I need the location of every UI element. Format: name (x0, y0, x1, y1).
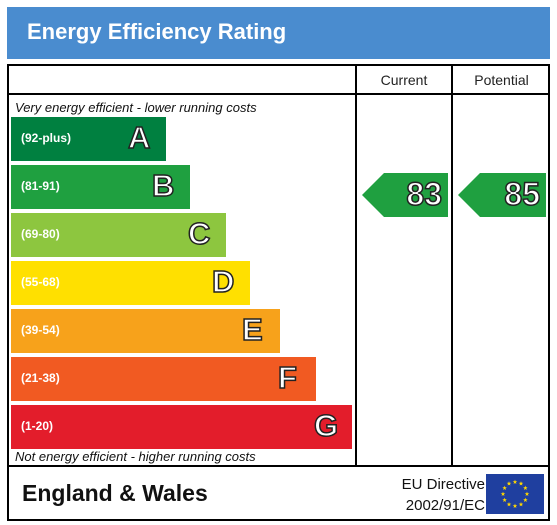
pointer-arrow (362, 173, 448, 217)
band-b: (81-91) B (11, 165, 190, 209)
band-range-label: (69-80) (21, 227, 60, 241)
eu-star-icon (523, 485, 528, 490)
footer-country: England & Wales (22, 480, 208, 506)
band-d: (55-68) D (11, 261, 250, 305)
eu-star-icon (518, 481, 524, 486)
band-c: (69-80) C (11, 213, 226, 257)
header-divider (7, 93, 550, 95)
pointer-value: 85 (504, 175, 541, 213)
pointer-shape (458, 173, 546, 217)
band-range-label: (21-38) (21, 371, 60, 385)
band-g: (1-20) G (11, 405, 352, 449)
band-letter: E (241, 311, 263, 348)
eu-directive-line2: 2002/91/EC (405, 497, 485, 514)
pointer-value: 83 (406, 175, 443, 213)
band-letter: C (187, 215, 211, 252)
band-range-label: (39-54) (21, 323, 60, 337)
band-letter: G (313, 407, 339, 444)
eu-star-icon (523, 497, 528, 502)
divider-current-left (355, 64, 357, 465)
divider-potential-left (451, 64, 453, 465)
eu-star-icon (518, 501, 524, 507)
pointer-shape (362, 173, 448, 217)
eu-star-icon (524, 491, 530, 496)
eu-star-icon (502, 485, 507, 490)
title-bar: Energy Efficiency Rating (7, 7, 550, 59)
scale-note-top: Very energy efficient - lower running co… (15, 100, 257, 115)
chart-title: Energy Efficiency Rating (27, 19, 287, 44)
pointer-potential: 85 (458, 173, 546, 217)
chart-frame (7, 64, 550, 521)
pointer-arrow (458, 173, 546, 217)
band-range-label: (92-plus) (21, 131, 72, 145)
band-a: (92-plus) A (11, 117, 166, 161)
band-range-label: (55-68) (21, 275, 60, 289)
eu-directive-line1: EU Directive (401, 476, 485, 493)
band-letter: D (211, 263, 235, 300)
column-header-potential: Potential (474, 72, 529, 88)
band-letter: B (151, 167, 175, 204)
pointer-current: 83 (362, 173, 448, 217)
eu-star-icon (500, 491, 506, 496)
band-f: (21-38) F (11, 357, 316, 401)
column-header-current: Current (380, 72, 428, 88)
eu-star-icon (506, 501, 512, 507)
band-letter: F (277, 359, 297, 396)
eu-star-icon (502, 497, 507, 502)
band-range-label: (1-20) (21, 419, 54, 433)
eu-flag-icon (486, 474, 544, 514)
eu-star-icon (506, 481, 512, 486)
scale-note-bottom: Not energy efficient - higher running co… (15, 449, 256, 464)
band-e: (39-54) E (11, 309, 280, 353)
band-letter: A (127, 119, 151, 156)
footer-divider (7, 465, 550, 467)
eu-star-icon (512, 503, 518, 508)
eu-star-icon (512, 479, 518, 484)
band-range-label: (81-91) (21, 179, 60, 193)
